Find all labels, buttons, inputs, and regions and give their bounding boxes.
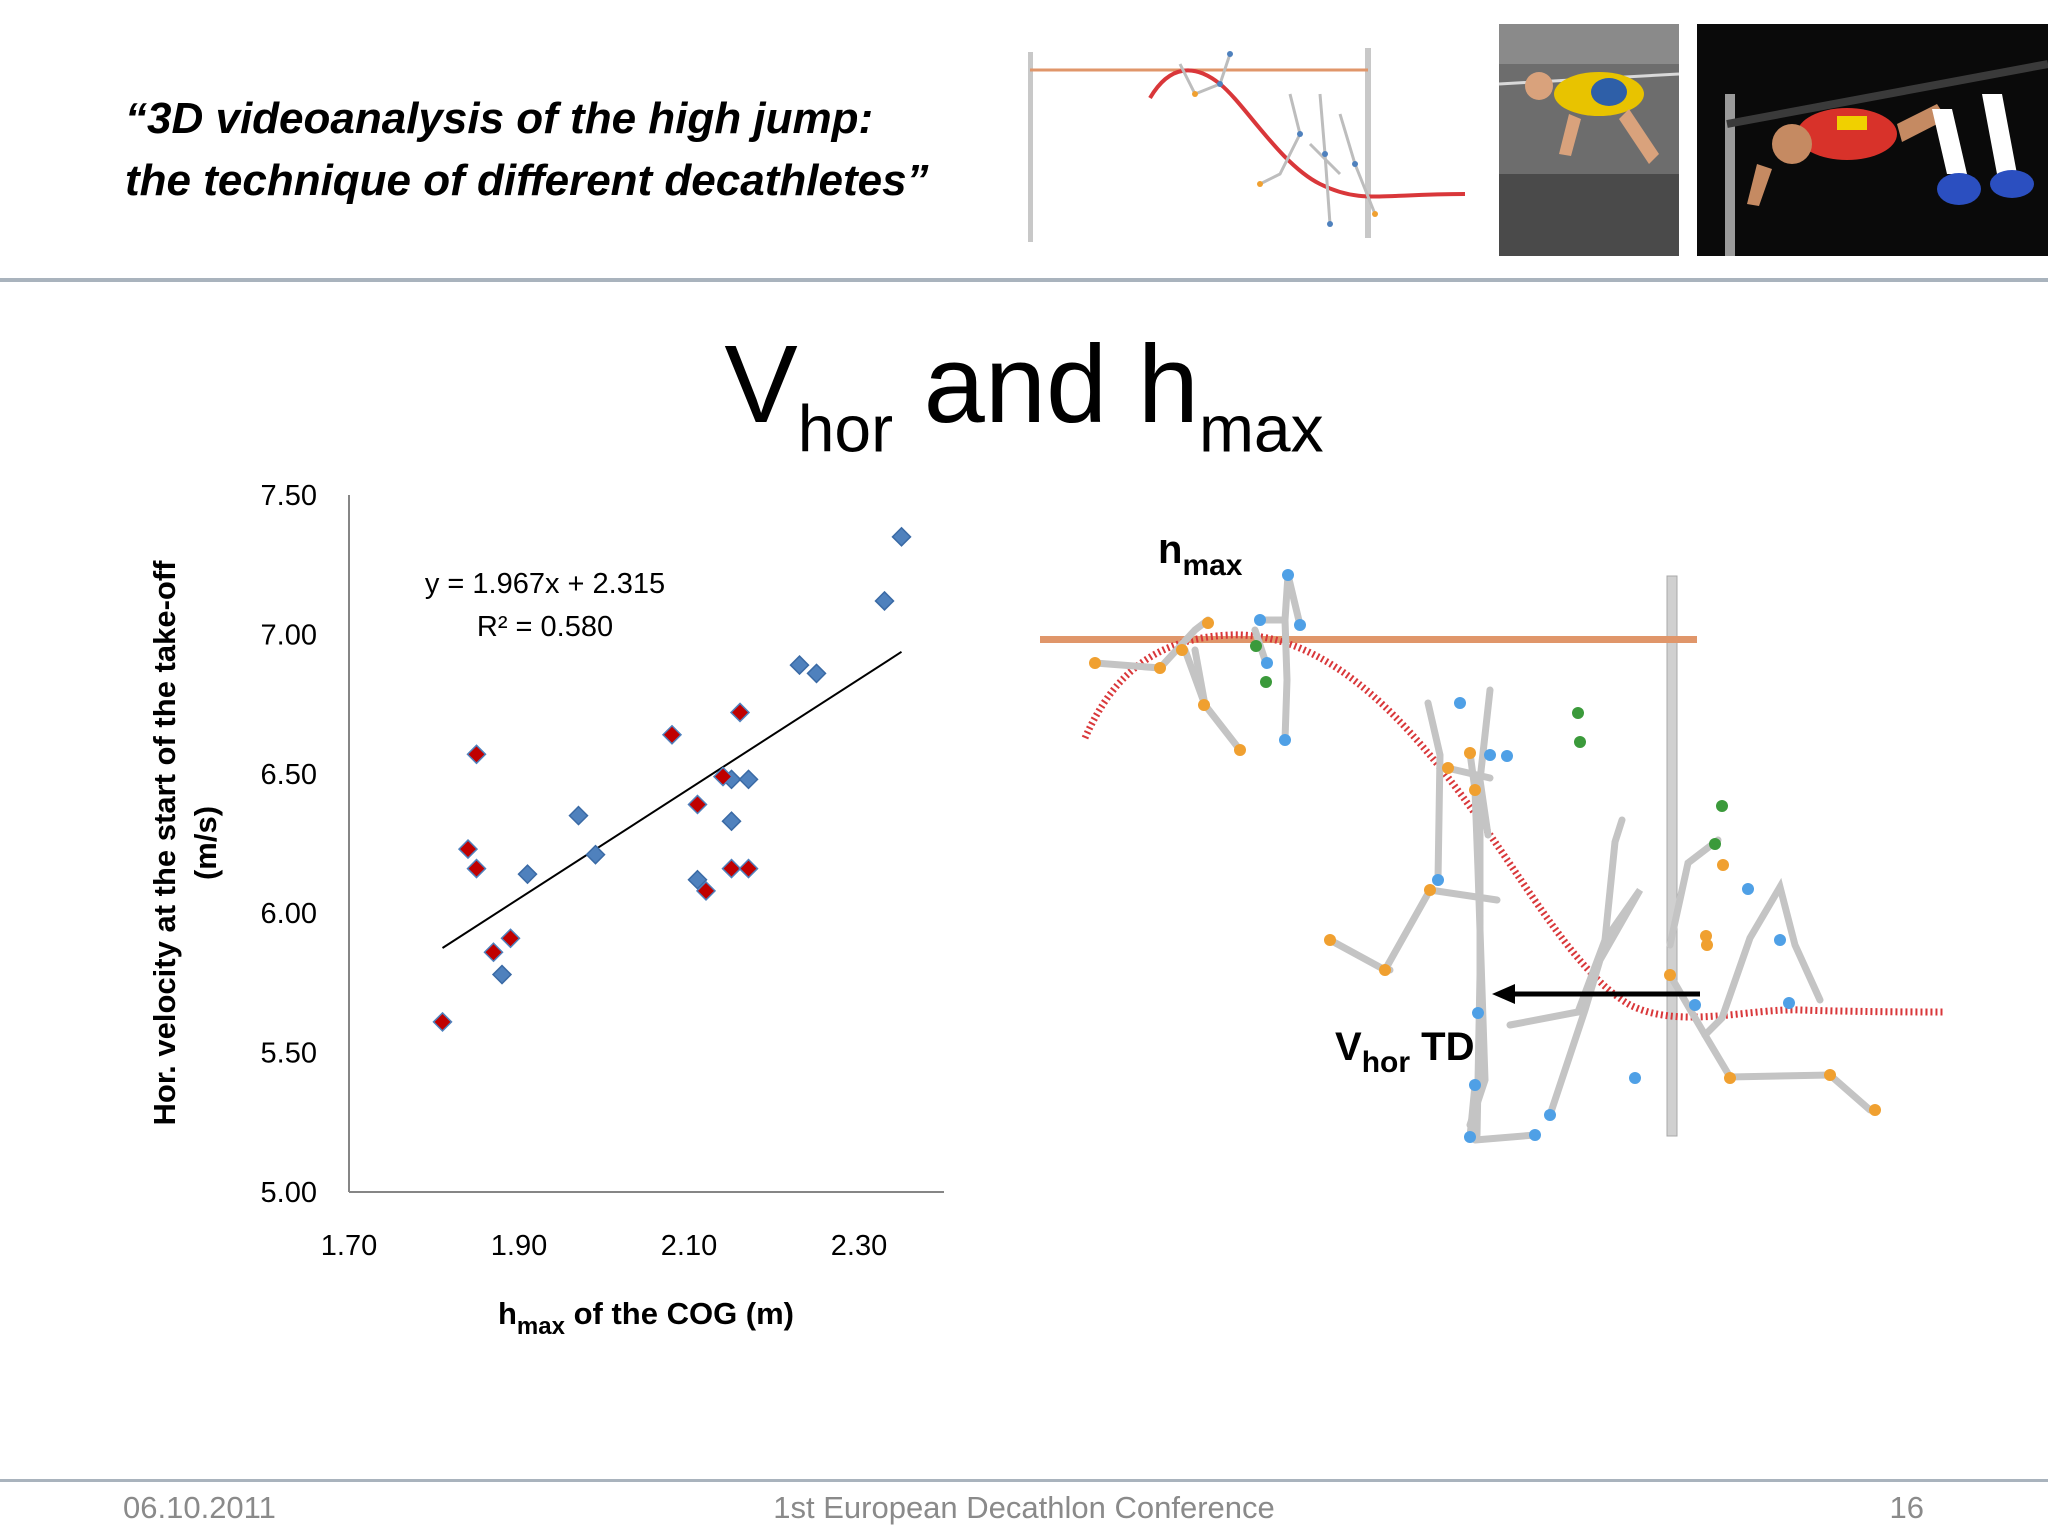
hmax-label-h: h	[1158, 540, 1182, 572]
blue-data-point	[517, 864, 538, 885]
header-title-line1: “3D videoanalysis of the high jump:	[125, 94, 874, 143]
blue-data-point	[789, 655, 810, 676]
blue-data-point	[568, 805, 589, 826]
y-tick-labels: 5.00 5.50 6.00 6.50 7.00 7.50	[261, 480, 317, 1209]
y-tick-label: 5.00	[261, 1177, 317, 1209]
hmax-label-sub: max	[1182, 549, 1242, 582]
y-tick-label: 6.00	[261, 898, 317, 930]
upright-post	[1666, 575, 1678, 1137]
red-data-point	[695, 880, 717, 901]
vhor-label-v: V	[1335, 1025, 1362, 1069]
stick-figures	[1091, 574, 1874, 1144]
x-tick-label: 2.10	[661, 1230, 717, 1262]
vhor-label-sub: hor	[1362, 1046, 1411, 1079]
title-v-subscript: hor	[797, 391, 894, 466]
crossbar	[1040, 636, 1697, 643]
footer-page-number: 16	[1889, 1490, 1924, 1525]
data-points	[432, 526, 912, 1032]
x-axis-label-h: h	[498, 1296, 517, 1331]
y-axis-label-line2: (m/s)	[188, 806, 223, 880]
header-jump-diagram	[1028, 48, 1466, 242]
joint-markers-blue	[1254, 569, 1795, 1143]
red-data-point	[500, 928, 521, 949]
header-divider	[0, 278, 2048, 282]
blue-data-point	[874, 590, 895, 612]
athlete-photo-2	[1697, 24, 2048, 256]
velocity-arrow	[1492, 984, 1700, 1004]
blue-data-point	[687, 869, 708, 890]
joint-markers-green	[1250, 640, 1728, 850]
red-data-point	[483, 942, 504, 963]
trendline-equation: y = 1.967x + 2.315	[425, 568, 665, 600]
red-data-point	[466, 744, 487, 765]
x-tick-labels: 1.70 1.90 2.10 2.30	[321, 1230, 887, 1262]
red-data-point	[712, 766, 734, 787]
vhor-td-label: Vhor TD	[1335, 1025, 1474, 1079]
title-and: and	[893, 323, 1138, 446]
red-data-point	[466, 858, 487, 879]
footer-date: 06.10.2011	[123, 1490, 276, 1525]
chart-axes	[348, 495, 944, 1193]
red-data-point	[729, 702, 751, 723]
x-axis-label-sub: max	[517, 1313, 566, 1340]
blue-data-point	[721, 811, 742, 832]
y-axis-label: Hor. velocity at the start of the take-o…	[147, 560, 223, 1126]
blue-data-point	[891, 526, 912, 547]
x-tick-label: 1.70	[321, 1230, 377, 1262]
athlete-photo-1	[1499, 24, 1679, 256]
y-tick-label: 7.50	[261, 480, 317, 512]
footer-conference: 1st European Decathlon Conference	[773, 1490, 1275, 1525]
slide-title: Vhor and hmax	[0, 320, 2048, 462]
blue-data-point	[738, 769, 759, 790]
vhor-label-td: TD	[1410, 1025, 1474, 1069]
jump-phase-diagram: hmax Vhor TD	[1040, 540, 1946, 1144]
y-tick-label: 6.50	[261, 759, 317, 791]
footer-divider	[0, 1479, 2048, 1482]
red-data-point	[738, 858, 759, 879]
blue-data-point	[491, 964, 513, 985]
red-data-point	[457, 839, 479, 860]
blue-data-point	[585, 844, 606, 865]
red-data-point	[432, 1011, 453, 1032]
red-data-point	[687, 794, 708, 815]
header-title: “3D videoanalysis of the high jump: the …	[125, 88, 1025, 212]
hmax-label: hmax	[1158, 540, 1243, 582]
cog-trajectory	[1081, 631, 1946, 1021]
x-tick-label: 2.30	[831, 1230, 887, 1262]
blue-data-point	[806, 663, 827, 684]
y-axis-label-line1: Hor. velocity at the start of the take-o…	[147, 560, 182, 1126]
red-data-point	[661, 724, 683, 745]
title-h-subscript: max	[1198, 391, 1324, 466]
title-v: V	[724, 323, 798, 446]
red-data-point	[721, 858, 742, 879]
x-axis-label: hmax of the COG (m)	[498, 1296, 794, 1340]
trendline-r2: R² = 0.580	[477, 611, 613, 643]
trendline	[441, 650, 903, 949]
x-axis-label-rest: of the COG (m)	[565, 1296, 794, 1331]
y-tick-label: 7.00	[261, 619, 317, 651]
joint-markers-orange	[1089, 617, 1881, 1116]
title-h: h	[1137, 323, 1199, 446]
y-tick-label: 5.50	[261, 1038, 317, 1070]
x-tick-label: 1.90	[491, 1230, 547, 1262]
header-title-line2: the technique of different decathletes”	[125, 156, 929, 205]
